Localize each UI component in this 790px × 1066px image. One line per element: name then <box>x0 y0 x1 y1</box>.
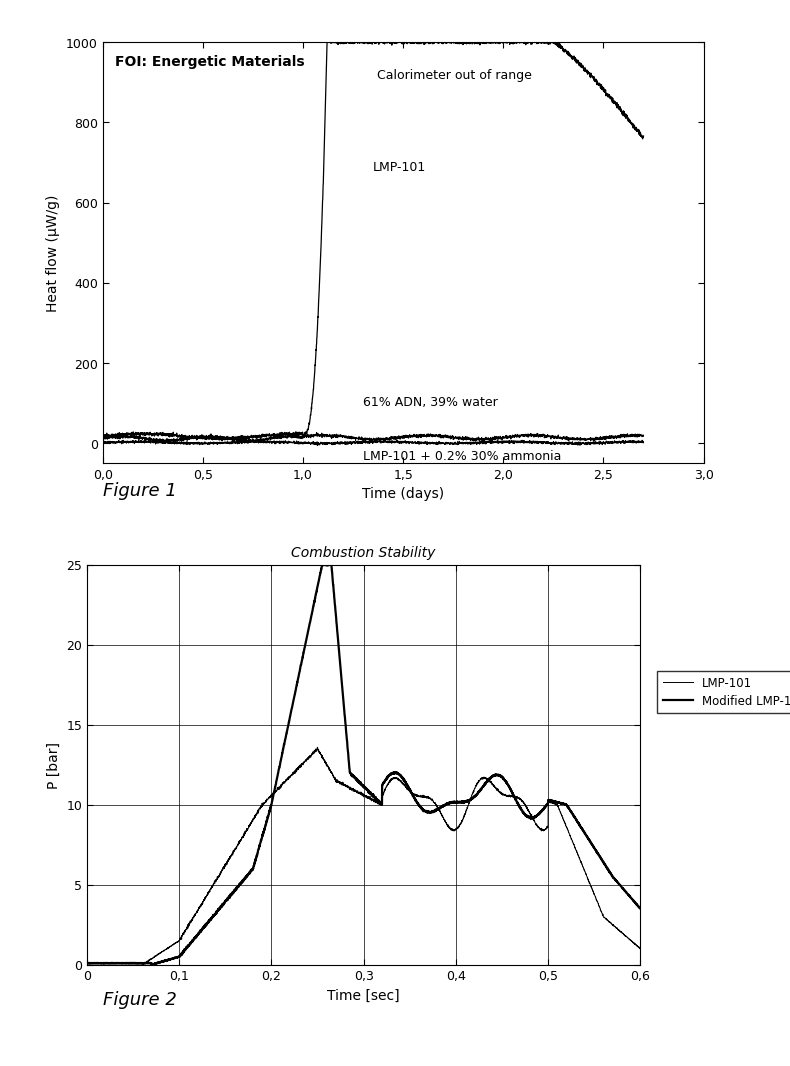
Y-axis label: P [bar]: P [bar] <box>47 741 61 789</box>
Modified LMP-101 <box>314 570 324 583</box>
LMP-101 <box>82 957 92 970</box>
LMP-101 <box>319 754 329 766</box>
Modified LMP-101 <box>147 958 156 971</box>
Modified LMP-101 <box>345 766 355 779</box>
Modified LMP-101 <box>635 903 645 916</box>
Modified LMP-101 <box>318 559 327 571</box>
LMP-101 <box>345 782 355 795</box>
Text: Figure 1: Figure 1 <box>103 482 176 500</box>
Text: LMP-101: LMP-101 <box>373 161 426 174</box>
Title: Combustion Stability: Combustion Stability <box>292 546 435 560</box>
LMP-101 <box>314 746 324 759</box>
LMP-101 <box>484 774 494 787</box>
Text: Figure 2: Figure 2 <box>103 990 176 1008</box>
Legend: LMP-101, Modified LMP-101: LMP-101, Modified LMP-101 <box>656 671 790 713</box>
Text: LMP-101 + 0.2% 30% ammonia: LMP-101 + 0.2% 30% ammonia <box>363 450 561 463</box>
Text: Calorimeter out of range: Calorimeter out of range <box>377 68 532 82</box>
Y-axis label: Heat flow (μW/g): Heat flow (μW/g) <box>47 194 61 312</box>
X-axis label: Time [sec]: Time [sec] <box>327 988 400 1002</box>
Modified LMP-101 <box>82 957 92 970</box>
Modified LMP-101 <box>619 883 628 895</box>
Modified LMP-101 <box>319 559 329 571</box>
LMP-101 <box>591 892 600 905</box>
Modified LMP-101 <box>484 774 494 787</box>
LMP-101 <box>635 942 645 955</box>
Modified LMP-101 <box>591 844 600 857</box>
Line: LMP-101: LMP-101 <box>87 747 640 965</box>
X-axis label: Time (days): Time (days) <box>362 487 444 501</box>
Line: Modified LMP-101: Modified LMP-101 <box>87 565 640 965</box>
LMP-101 <box>137 958 147 971</box>
Text: FOI: Energetic Materials: FOI: Energetic Materials <box>115 55 304 69</box>
LMP-101 <box>312 741 322 754</box>
Text: 61% ADN, 39% water: 61% ADN, 39% water <box>363 395 498 408</box>
LMP-101 <box>619 927 628 940</box>
